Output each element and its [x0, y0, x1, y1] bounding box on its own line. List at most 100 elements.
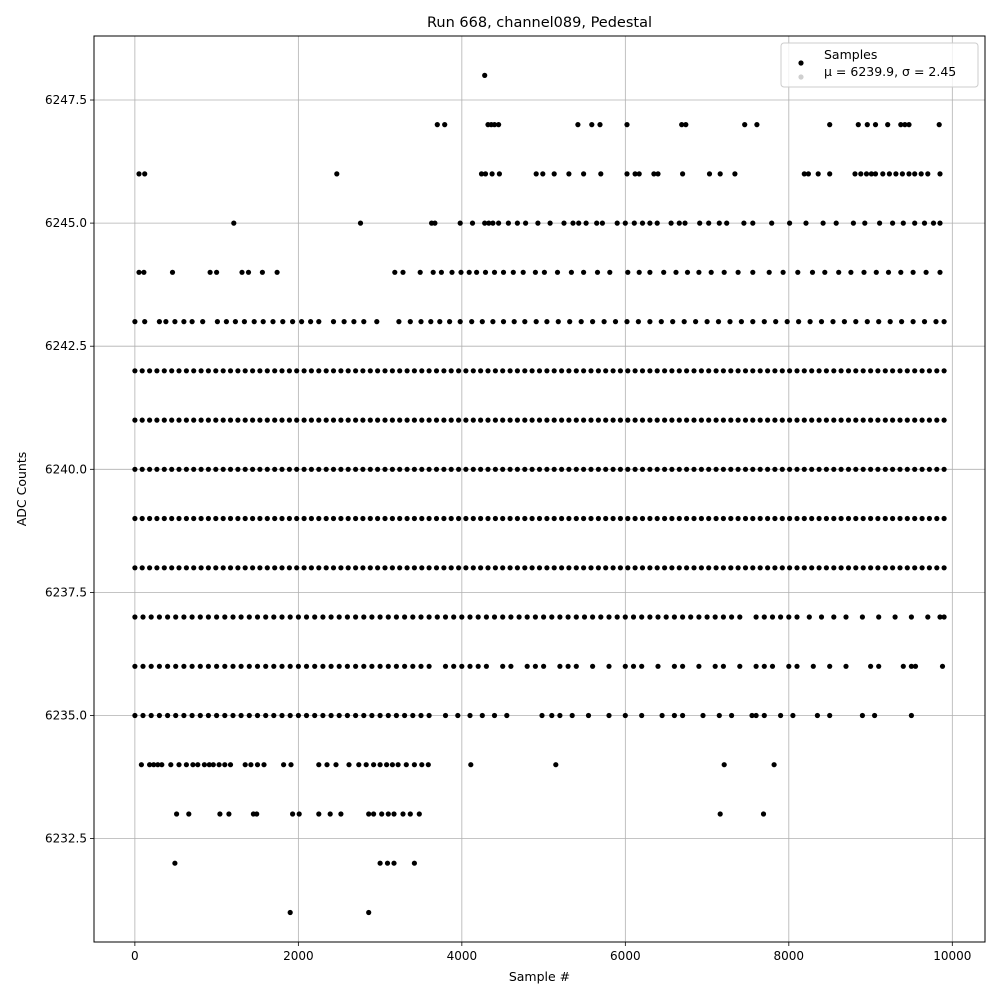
sample-point: [205, 663, 211, 669]
sample-point: [353, 417, 359, 423]
sample-point: [590, 663, 596, 669]
sample-point: [912, 171, 918, 177]
sample-point: [169, 368, 175, 374]
sample-point: [251, 319, 257, 325]
sample-point: [205, 515, 211, 522]
sample-point: [872, 171, 879, 177]
sample-point: [281, 762, 287, 768]
sample-point: [904, 466, 910, 472]
sample-point: [696, 269, 702, 275]
sample-point: [448, 368, 454, 374]
sample-point: [838, 466, 844, 472]
sample-point: [876, 663, 882, 669]
sample-point: [541, 269, 548, 275]
sample-point: [659, 712, 665, 719]
sample-point: [250, 368, 256, 374]
sample-point: [328, 663, 334, 669]
sample-point: [669, 466, 675, 472]
sample-point: [757, 515, 763, 522]
sample-point: [458, 269, 464, 275]
sample-point: [385, 614, 391, 620]
sample-point: [882, 417, 888, 423]
sample-point: [449, 269, 455, 275]
sample-point: [720, 663, 727, 669]
sample-point: [728, 515, 734, 522]
sample-point: [467, 663, 473, 669]
sample-point: [463, 565, 469, 571]
sample-point: [316, 368, 322, 374]
sample-point: [400, 811, 406, 817]
sample-point: [327, 811, 333, 817]
sample-point: [594, 220, 600, 226]
sample-point: [205, 466, 211, 472]
sample-point: [361, 614, 367, 620]
sample-point: [712, 614, 718, 620]
sample-point: [176, 762, 182, 768]
sample-point: [787, 368, 793, 374]
sample-point: [754, 122, 760, 128]
sample-point: [214, 614, 220, 620]
sample-point: [176, 417, 182, 423]
sample-point: [717, 811, 723, 817]
sample-point: [761, 319, 767, 325]
x-axis-label: Sample #: [509, 969, 570, 984]
sample-point: [353, 614, 359, 620]
sample-point: [612, 319, 619, 325]
sample-point: [191, 368, 197, 374]
sample-point: [662, 368, 668, 374]
sample-point: [841, 319, 848, 325]
sample-point: [697, 220, 703, 226]
sample-point: [189, 712, 195, 719]
sample-point: [573, 614, 579, 620]
sample-point: [338, 565, 344, 571]
sample-point: [375, 417, 381, 423]
sample-point: [510, 269, 516, 275]
sample-point: [361, 712, 367, 719]
sample-point: [296, 811, 302, 817]
sample-point: [279, 614, 285, 620]
sample-point: [140, 663, 146, 669]
sample-point: [353, 663, 359, 669]
sample-point: [882, 466, 888, 472]
sample-point: [559, 417, 565, 423]
sample-point: [522, 565, 528, 571]
sample-point: [132, 466, 138, 472]
sample-point: [254, 663, 261, 669]
sample-point: [201, 762, 207, 768]
sample-point: [132, 565, 138, 571]
sample-point: [934, 368, 940, 374]
sample-point: [197, 712, 203, 719]
sample-point: [320, 614, 326, 620]
sample-point: [717, 171, 723, 177]
sample-point: [827, 171, 833, 177]
sample-point: [169, 466, 175, 472]
sample-point: [482, 269, 489, 275]
sample-point: [138, 762, 144, 768]
sample-point: [809, 368, 815, 374]
sample-point: [323, 417, 329, 423]
sample-point: [316, 565, 322, 571]
sample-point: [190, 762, 196, 768]
sample-point: [875, 515, 881, 522]
sample-point: [816, 368, 822, 374]
sample-point: [426, 565, 432, 571]
sample-point: [334, 171, 340, 177]
sample-point: [684, 565, 690, 571]
sample-point: [934, 515, 940, 522]
sample-point: [868, 368, 874, 374]
sample-point: [872, 712, 878, 719]
sample-point: [246, 712, 252, 719]
sample-point: [286, 466, 292, 472]
sample-point: [882, 368, 888, 374]
sample-point: [397, 466, 403, 472]
sample-point: [456, 515, 462, 522]
sample-point: [868, 171, 875, 177]
sample-point: [801, 565, 807, 571]
sample-point: [173, 712, 179, 719]
sample-point: [338, 368, 344, 374]
sample-point: [392, 269, 398, 275]
sample-point: [136, 171, 142, 177]
sample-point: [882, 515, 888, 522]
sample-point: [601, 319, 607, 325]
sample-point: [173, 614, 179, 620]
